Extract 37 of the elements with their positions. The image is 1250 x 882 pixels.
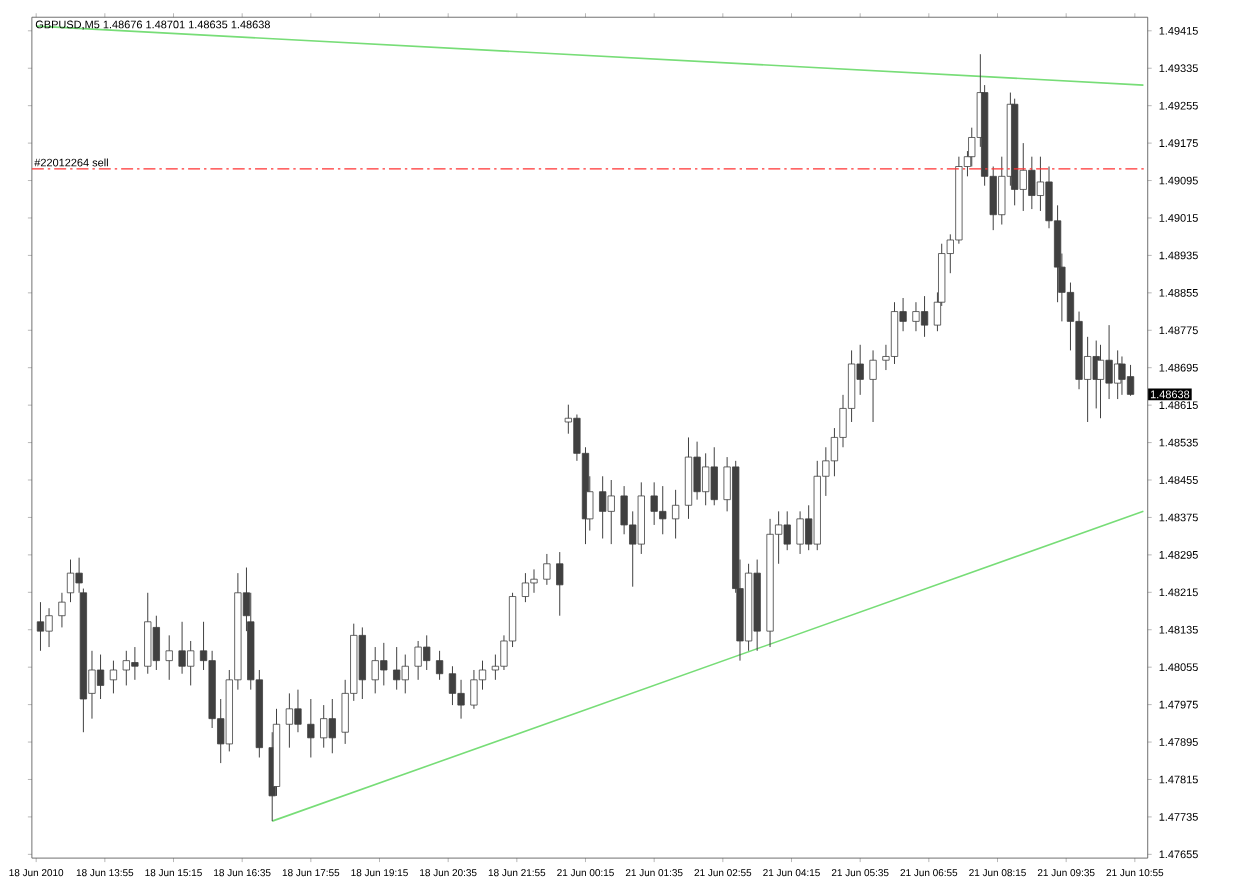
candlestick bbox=[543, 553, 551, 586]
candlestick bbox=[358, 626, 366, 700]
candlestick bbox=[1126, 364, 1135, 397]
candlestick bbox=[393, 646, 401, 691]
candlestick bbox=[672, 489, 680, 539]
candlestick bbox=[152, 615, 160, 671]
candlestick bbox=[710, 446, 718, 506]
candlestick bbox=[530, 568, 538, 594]
candlestick bbox=[96, 654, 105, 700]
candlestick bbox=[307, 698, 315, 758]
candlestick bbox=[328, 698, 336, 754]
candlestick bbox=[45, 607, 53, 648]
candlestick bbox=[607, 479, 615, 545]
candlestick bbox=[556, 551, 564, 617]
candlestick bbox=[470, 669, 478, 710]
candlestick bbox=[920, 295, 929, 338]
candlestick bbox=[109, 660, 118, 694]
candlestick bbox=[783, 510, 791, 551]
candlestick bbox=[1105, 324, 1113, 400]
candlestick bbox=[36, 601, 45, 652]
candlestick bbox=[1118, 355, 1126, 396]
candlestick bbox=[599, 475, 607, 539]
candlestick bbox=[294, 689, 302, 733]
candlestick bbox=[66, 559, 75, 603]
candlestick bbox=[320, 704, 328, 749]
candlestick bbox=[912, 301, 920, 332]
candlestick bbox=[521, 572, 530, 603]
candlestick bbox=[165, 634, 173, 681]
candlestick bbox=[890, 301, 899, 365]
candlestick bbox=[401, 654, 409, 694]
candlestick bbox=[457, 679, 465, 720]
candlestick bbox=[435, 650, 444, 681]
candlestick bbox=[869, 349, 877, 423]
candlestick bbox=[144, 592, 152, 675]
candlestick bbox=[58, 592, 66, 628]
candlestick bbox=[448, 665, 457, 706]
candlestick bbox=[1096, 344, 1105, 419]
